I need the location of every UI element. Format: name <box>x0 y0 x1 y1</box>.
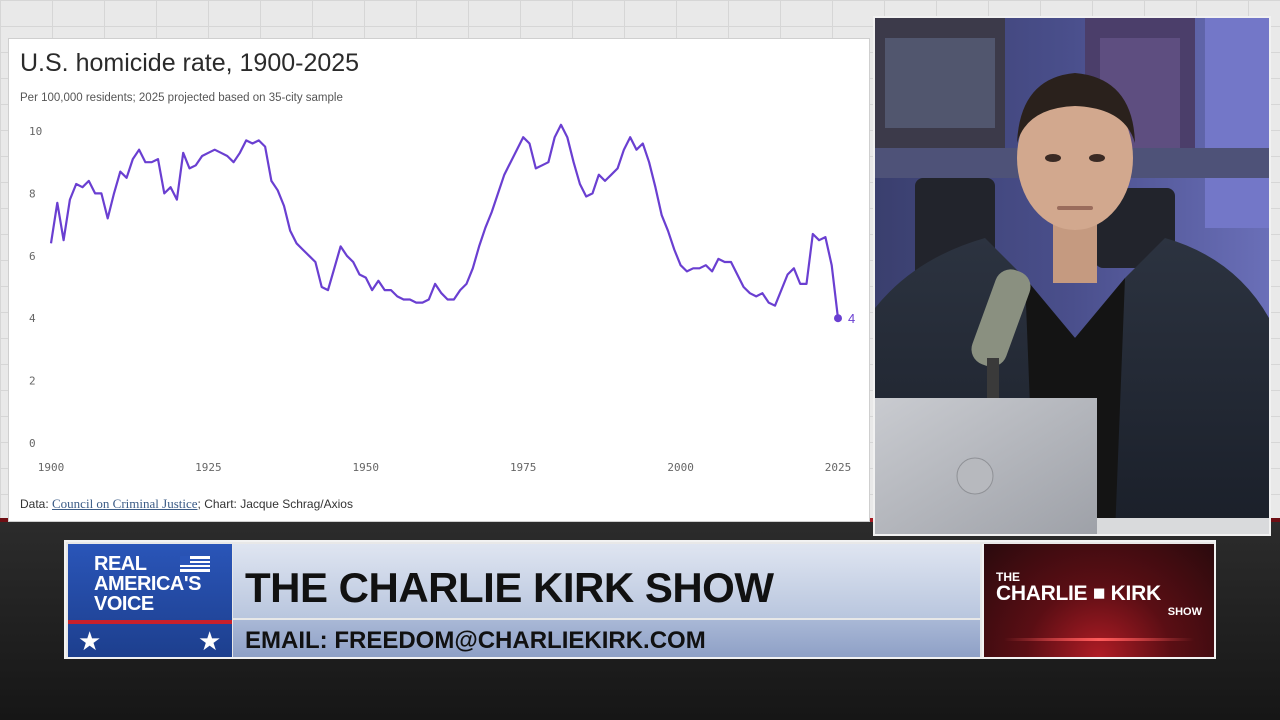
source-prefix: Data: <box>20 497 53 511</box>
contact-email: EMAIL: FREEDOM@CHARLIEKIRK.COM <box>245 627 706 654</box>
homicide-rate-line-chart: 0 2 4 6 8 10 1900 1925 1950 1975 2000 2025 4 <box>29 123 855 474</box>
source-suffix: ; Chart: Jacque Schrag/Axios <box>197 497 353 511</box>
network-logo-red-stripe <box>68 620 232 624</box>
x-tick-label: 2000 <box>667 461 694 474</box>
chart-panel: U.S. homicide rate, 1900-2025 Per 100,00… <box>8 38 870 522</box>
show-logo-glow <box>1004 638 1194 641</box>
flag-icon <box>180 556 210 572</box>
x-tick-label: 1900 <box>38 461 65 474</box>
show-logo-main: CHARLIE ■ KIRK <box>996 582 1161 605</box>
x-tick-label: 1950 <box>353 461 380 474</box>
y-tick-label: 0 <box>29 437 36 450</box>
chart-subtitle: Per 100,000 residents; 2025 projected ba… <box>20 92 343 104</box>
y-tick-label: 10 <box>29 125 42 138</box>
star-icon: ★ <box>198 626 222 656</box>
x-tick-label: 1975 <box>510 461 537 474</box>
network-line-1: REAL <box>94 553 147 575</box>
show-logo: THE CHARLIE ■ KIRK SHOW <box>982 544 1214 657</box>
chart-source: Data: Council on Criminal Justice; Chart… <box>20 496 353 512</box>
host-video-feed <box>873 16 1271 536</box>
network-line-2: AMERICA'S <box>94 573 201 595</box>
source-link[interactable]: Council on Criminal Justice <box>52 496 198 511</box>
y-tick-label: 4 <box>29 312 36 325</box>
y-tick-label: 8 <box>29 187 36 200</box>
show-name-bar: THE CHARLIE KIRK SHOW <box>233 544 980 618</box>
show-name: THE CHARLIE KIRK SHOW <box>245 564 774 611</box>
network-logo-text: REAL AMERICA'S VOICE <box>94 554 201 614</box>
star-icon: ★ <box>78 626 102 656</box>
end-point-label: 4 <box>848 311 855 326</box>
homicide-rate-series-line <box>49 123 840 319</box>
y-tick-label: 2 <box>29 375 36 388</box>
chart-title: U.S. homicide rate, 1900-2025 <box>20 49 360 77</box>
network-line-3: VOICE <box>94 593 154 615</box>
y-tick-label: 6 <box>29 250 36 263</box>
show-logo-show: SHOW <box>1167 606 1202 618</box>
lower-third-banner: REAL AMERICA'S VOICE ★ ★ THE CHARLIE KIR… <box>64 540 1216 659</box>
laptop-logo-icon <box>956 457 994 495</box>
end-point-marker <box>834 314 842 323</box>
x-tick-label: 1925 <box>195 461 222 474</box>
host-video-image <box>875 18 1269 534</box>
network-logo: REAL AMERICA'S VOICE ★ ★ <box>68 544 232 657</box>
show-logo-the: THE <box>996 570 1020 584</box>
x-tick-label: 2025 <box>825 461 852 474</box>
email-bar: EMAIL: FREEDOM@CHARLIEKIRK.COM <box>233 620 980 657</box>
microphone-icon <box>971 269 1031 398</box>
